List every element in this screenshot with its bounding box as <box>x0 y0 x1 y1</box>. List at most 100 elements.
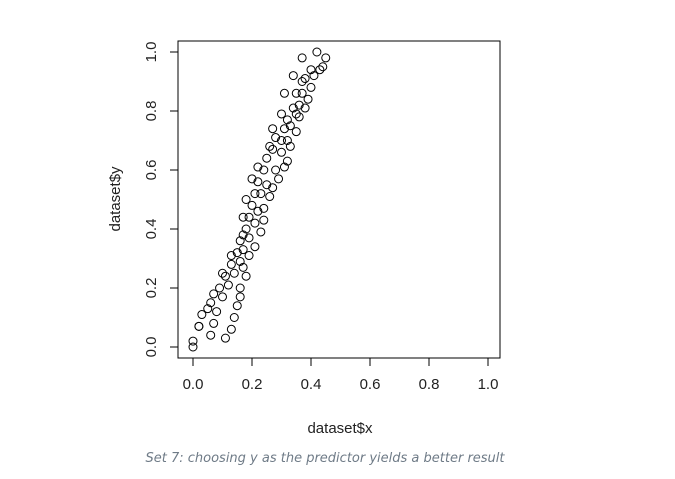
data-point <box>262 180 272 190</box>
data-point <box>297 77 307 86</box>
data-point <box>209 318 219 328</box>
data-point <box>220 271 230 281</box>
data-point <box>274 174 284 184</box>
data-point <box>268 183 278 193</box>
data-point <box>285 141 295 151</box>
data-point <box>279 88 289 98</box>
data-point <box>235 256 245 266</box>
data-point <box>259 215 269 225</box>
x-tick-label: 0.6 <box>360 376 381 393</box>
data-point <box>288 103 298 113</box>
data-point <box>229 268 239 278</box>
data-point <box>253 177 263 187</box>
data-point <box>279 162 289 172</box>
data-point <box>265 192 275 202</box>
x-tick-label: 0.4 <box>301 376 322 393</box>
data-point <box>297 88 307 98</box>
y-tick-label: 0.0 <box>143 337 160 358</box>
y-axis-label: dataset$y <box>107 166 124 232</box>
y-axis: 0.0 0.2 0.4 0.6 0.8 1.0 <box>143 42 179 358</box>
data-point <box>306 82 316 92</box>
data-point <box>188 342 198 352</box>
data-point <box>271 165 281 175</box>
data-point <box>250 242 260 252</box>
data-point <box>212 307 222 317</box>
x-axis: 0.0 0.2 0.4 0.6 0.8 1.0 <box>183 357 499 393</box>
data-point <box>300 74 310 84</box>
data-point <box>291 88 301 98</box>
y-tick-label: 0.2 <box>143 278 160 299</box>
data-point <box>268 124 278 134</box>
data-point <box>259 165 269 175</box>
data-point <box>321 53 331 63</box>
data-point <box>268 144 278 154</box>
x-axis-label: dataset$x <box>307 420 373 437</box>
y-tick-label: 1.0 <box>143 42 160 63</box>
data-point <box>294 112 304 122</box>
data-point <box>226 251 236 261</box>
data-point <box>226 324 236 334</box>
data-point <box>294 100 304 110</box>
data-point <box>238 262 248 272</box>
data-point <box>253 162 263 172</box>
data-point <box>209 289 219 299</box>
data-point <box>194 321 204 331</box>
data-point <box>250 218 260 228</box>
data-point <box>315 65 325 75</box>
data-point <box>306 65 316 75</box>
data-point <box>288 71 298 81</box>
data-point <box>244 233 254 243</box>
data-point <box>232 248 242 258</box>
data-point <box>256 189 266 199</box>
data-point <box>297 53 307 63</box>
data-point <box>271 133 281 143</box>
data-point <box>282 115 292 125</box>
y-tick-label: 0.8 <box>143 101 160 122</box>
data-point <box>265 141 275 151</box>
data-point <box>232 301 242 311</box>
data-point <box>247 200 257 210</box>
data-point <box>223 280 233 290</box>
data-point <box>256 227 266 237</box>
data-point <box>303 94 313 104</box>
data-point <box>277 147 286 157</box>
data-point <box>218 268 227 278</box>
data-point <box>235 236 245 246</box>
data-point <box>215 283 225 293</box>
data-point <box>291 109 301 119</box>
data-point <box>238 212 248 222</box>
x-tick-label: 1.0 <box>478 376 499 393</box>
data-point <box>247 174 257 184</box>
data-point <box>229 313 239 322</box>
data-point <box>197 310 207 320</box>
data-point <box>206 330 216 340</box>
data-point <box>262 153 272 163</box>
data-point <box>244 212 254 222</box>
data-point <box>241 271 251 281</box>
data-point <box>279 124 289 134</box>
data-point <box>203 304 213 314</box>
figure-caption: Set 7: choosing y as the predictor yield… <box>145 451 505 466</box>
data-point <box>235 292 245 302</box>
data-point <box>277 109 286 119</box>
data-point <box>238 245 248 255</box>
data-point <box>226 259 236 269</box>
data-point <box>285 121 295 131</box>
data-point <box>188 336 198 346</box>
data-point <box>259 203 269 213</box>
x-tick-label: 0.0 <box>183 376 204 393</box>
data-point <box>235 283 245 293</box>
y-tick-label: 0.4 <box>143 219 160 240</box>
data-point <box>291 127 301 137</box>
data-point <box>282 156 292 166</box>
data-point <box>253 206 263 216</box>
data-point <box>218 292 227 302</box>
data-point <box>300 103 310 113</box>
x-tick-label: 0.8 <box>419 376 440 393</box>
data-point <box>318 62 328 72</box>
plot-area-border <box>177 40 501 359</box>
data-point <box>277 136 286 145</box>
data-point <box>282 136 292 145</box>
x-tick-label: 0.2 <box>242 376 263 393</box>
